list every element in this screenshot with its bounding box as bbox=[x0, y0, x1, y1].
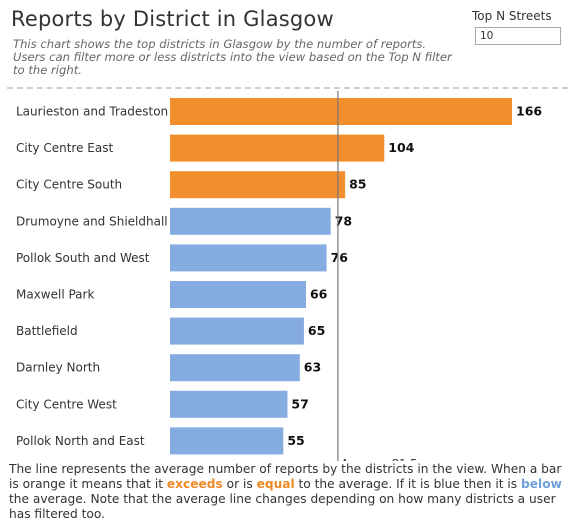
data-label: 66 bbox=[310, 287, 328, 302]
header-divider bbox=[7, 87, 568, 89]
top-n-filter-label: Top N Streets bbox=[472, 9, 552, 23]
data-label: 166 bbox=[516, 104, 542, 119]
data-label: 78 bbox=[335, 213, 352, 228]
category-label: Battlefield bbox=[16, 324, 78, 338]
category-label: City Centre East bbox=[16, 141, 113, 155]
note-text-1: The line represents the average number o… bbox=[9, 462, 562, 491]
chart-note: The line represents the average number o… bbox=[9, 462, 565, 522]
bar bbox=[170, 354, 300, 382]
note-exceeds: exceeds bbox=[166, 477, 223, 491]
category-label: Darnley North bbox=[16, 361, 100, 375]
data-label: 104 bbox=[388, 140, 414, 155]
data-label: 57 bbox=[291, 396, 308, 411]
bar bbox=[170, 171, 346, 199]
data-label: 65 bbox=[308, 323, 325, 338]
category-label: Pollok North and East bbox=[16, 434, 145, 448]
chart-title: Reports by District in Glasgow bbox=[11, 7, 334, 31]
note-text-4: the average. Note that the average line … bbox=[9, 492, 556, 521]
top-n-filter-input[interactable] bbox=[475, 27, 561, 45]
note-below: below bbox=[521, 477, 562, 491]
bar bbox=[170, 281, 306, 308]
bar bbox=[170, 390, 288, 418]
category-label: City Centre South bbox=[16, 178, 122, 192]
category-label: Maxwell Park bbox=[16, 288, 94, 302]
chart-subtitle: This chart shows the top districts in Gl… bbox=[13, 37, 452, 77]
category-label: Pollok South and West bbox=[16, 251, 150, 265]
data-label: 63 bbox=[304, 360, 321, 375]
note-text-2: or is bbox=[222, 477, 257, 491]
data-label: 55 bbox=[287, 433, 304, 448]
data-label: 76 bbox=[331, 250, 349, 265]
category-label: City Centre West bbox=[16, 397, 117, 411]
bar bbox=[170, 134, 385, 162]
category-label: Laurieston and Tradeston bbox=[16, 105, 168, 119]
bar-chart: Laurieston and Tradeston 166 City Centre E… bbox=[16, 91, 542, 461]
bar bbox=[170, 98, 512, 125]
bar bbox=[170, 207, 331, 235]
note-text-3: to the average. If it is blue then it is bbox=[294, 477, 522, 491]
category-label: Drumoyne and Shieldhall bbox=[16, 214, 168, 228]
note-equal: equal bbox=[256, 477, 295, 491]
bar bbox=[170, 317, 304, 345]
bar bbox=[170, 244, 327, 272]
bar bbox=[170, 427, 284, 455]
data-label: 85 bbox=[349, 177, 366, 192]
average-line-label: Average 81.5 bbox=[341, 456, 418, 461]
